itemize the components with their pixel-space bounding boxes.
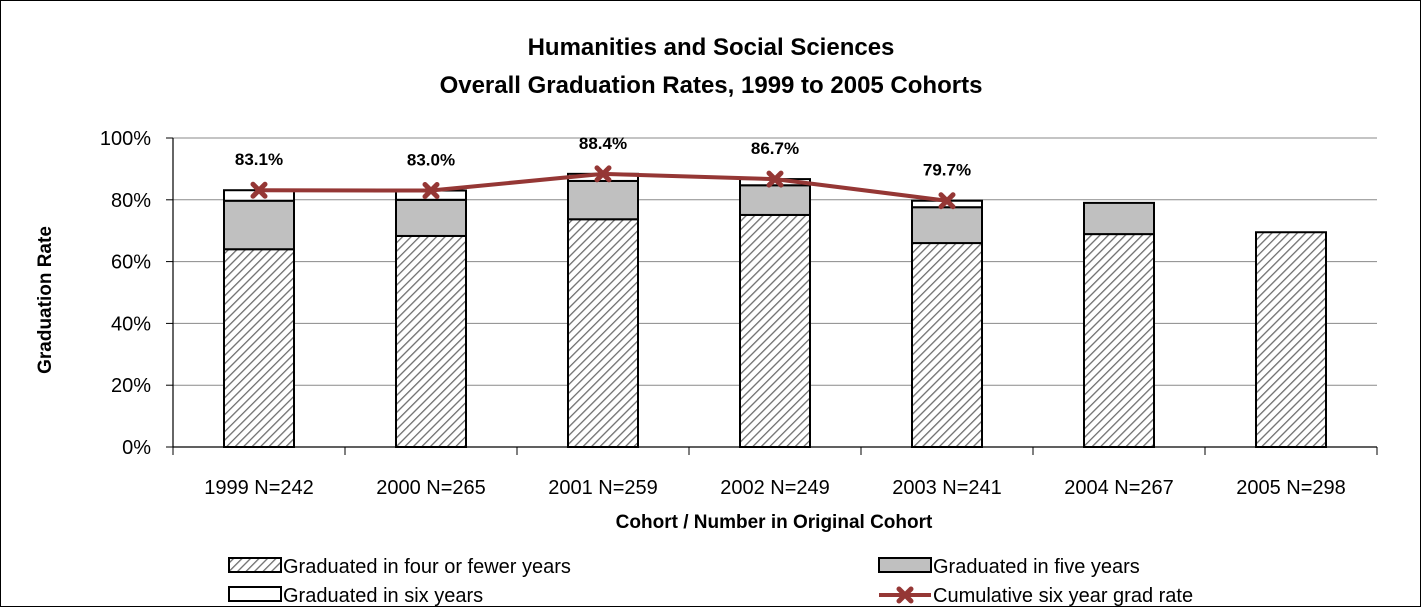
bar-segment-2	[223, 199, 295, 251]
bar-segment-2	[567, 179, 639, 221]
data-label: 86.7%	[751, 139, 799, 158]
legend-swatch	[228, 557, 282, 573]
legend-swatch	[878, 557, 932, 573]
x-tick-label: 2005 N=298	[1236, 477, 1346, 499]
bar-segment-1	[223, 248, 295, 448]
y-tick-label: 100%	[100, 128, 151, 150]
data-label: 83.1%	[235, 150, 283, 169]
bar-segment-1	[1255, 231, 1327, 448]
y-tick-label: 0%	[122, 437, 151, 459]
legend-marker	[896, 586, 914, 604]
legend-label: Cumulative six year grad rate	[933, 585, 1193, 607]
y-tick-label: 80%	[111, 190, 151, 212]
data-label: 88.4%	[579, 134, 627, 153]
grad-rate-marker	[938, 192, 956, 210]
legend-label: Graduated in six years	[283, 585, 483, 607]
legend-swatch	[228, 586, 282, 602]
bar-segment-2	[1083, 201, 1155, 236]
grad-rate-marker	[766, 170, 784, 188]
data-label: 83.0%	[407, 151, 455, 170]
bar-segment-1	[739, 213, 811, 448]
y-tick-label: 60%	[111, 252, 151, 274]
legend-label: Graduated in four or fewer years	[283, 556, 571, 578]
bar-segment-1	[911, 242, 983, 448]
chart-subtitle: Overall Graduation Rates, 1999 to 2005 C…	[440, 72, 983, 99]
grad-rate-marker	[422, 182, 440, 200]
x-tick-label: 2001 N=259	[548, 477, 658, 499]
legend-label: Graduated in five years	[933, 556, 1140, 578]
bar-segment-1	[1083, 233, 1155, 448]
bar-segment-1	[395, 234, 467, 448]
x-tick-label: 2002 N=249	[720, 477, 830, 499]
y-tick-label: 20%	[111, 375, 151, 397]
bar-segment-1	[567, 218, 639, 448]
y-axis-title: Graduation Rate	[35, 226, 56, 374]
grad-rate-marker	[250, 181, 268, 199]
bar-segment-2	[739, 184, 811, 216]
x-tick-label: 2003 N=241	[892, 477, 1002, 499]
y-tick-label: 40%	[111, 313, 151, 335]
bar-segment-2	[395, 198, 467, 237]
x-tick-label: 1999 N=242	[204, 477, 314, 499]
data-label: 79.7%	[923, 161, 971, 180]
bar-segment-2	[911, 206, 983, 245]
x-tick-label: 2004 N=267	[1064, 477, 1174, 499]
x-tick-label: 2000 N=265	[376, 477, 486, 499]
x-axis-title: Cohort / Number in Original Cohort	[616, 512, 933, 533]
chart-title: Humanities and Social Sciences	[528, 34, 895, 61]
grad-rate-marker	[594, 165, 612, 183]
